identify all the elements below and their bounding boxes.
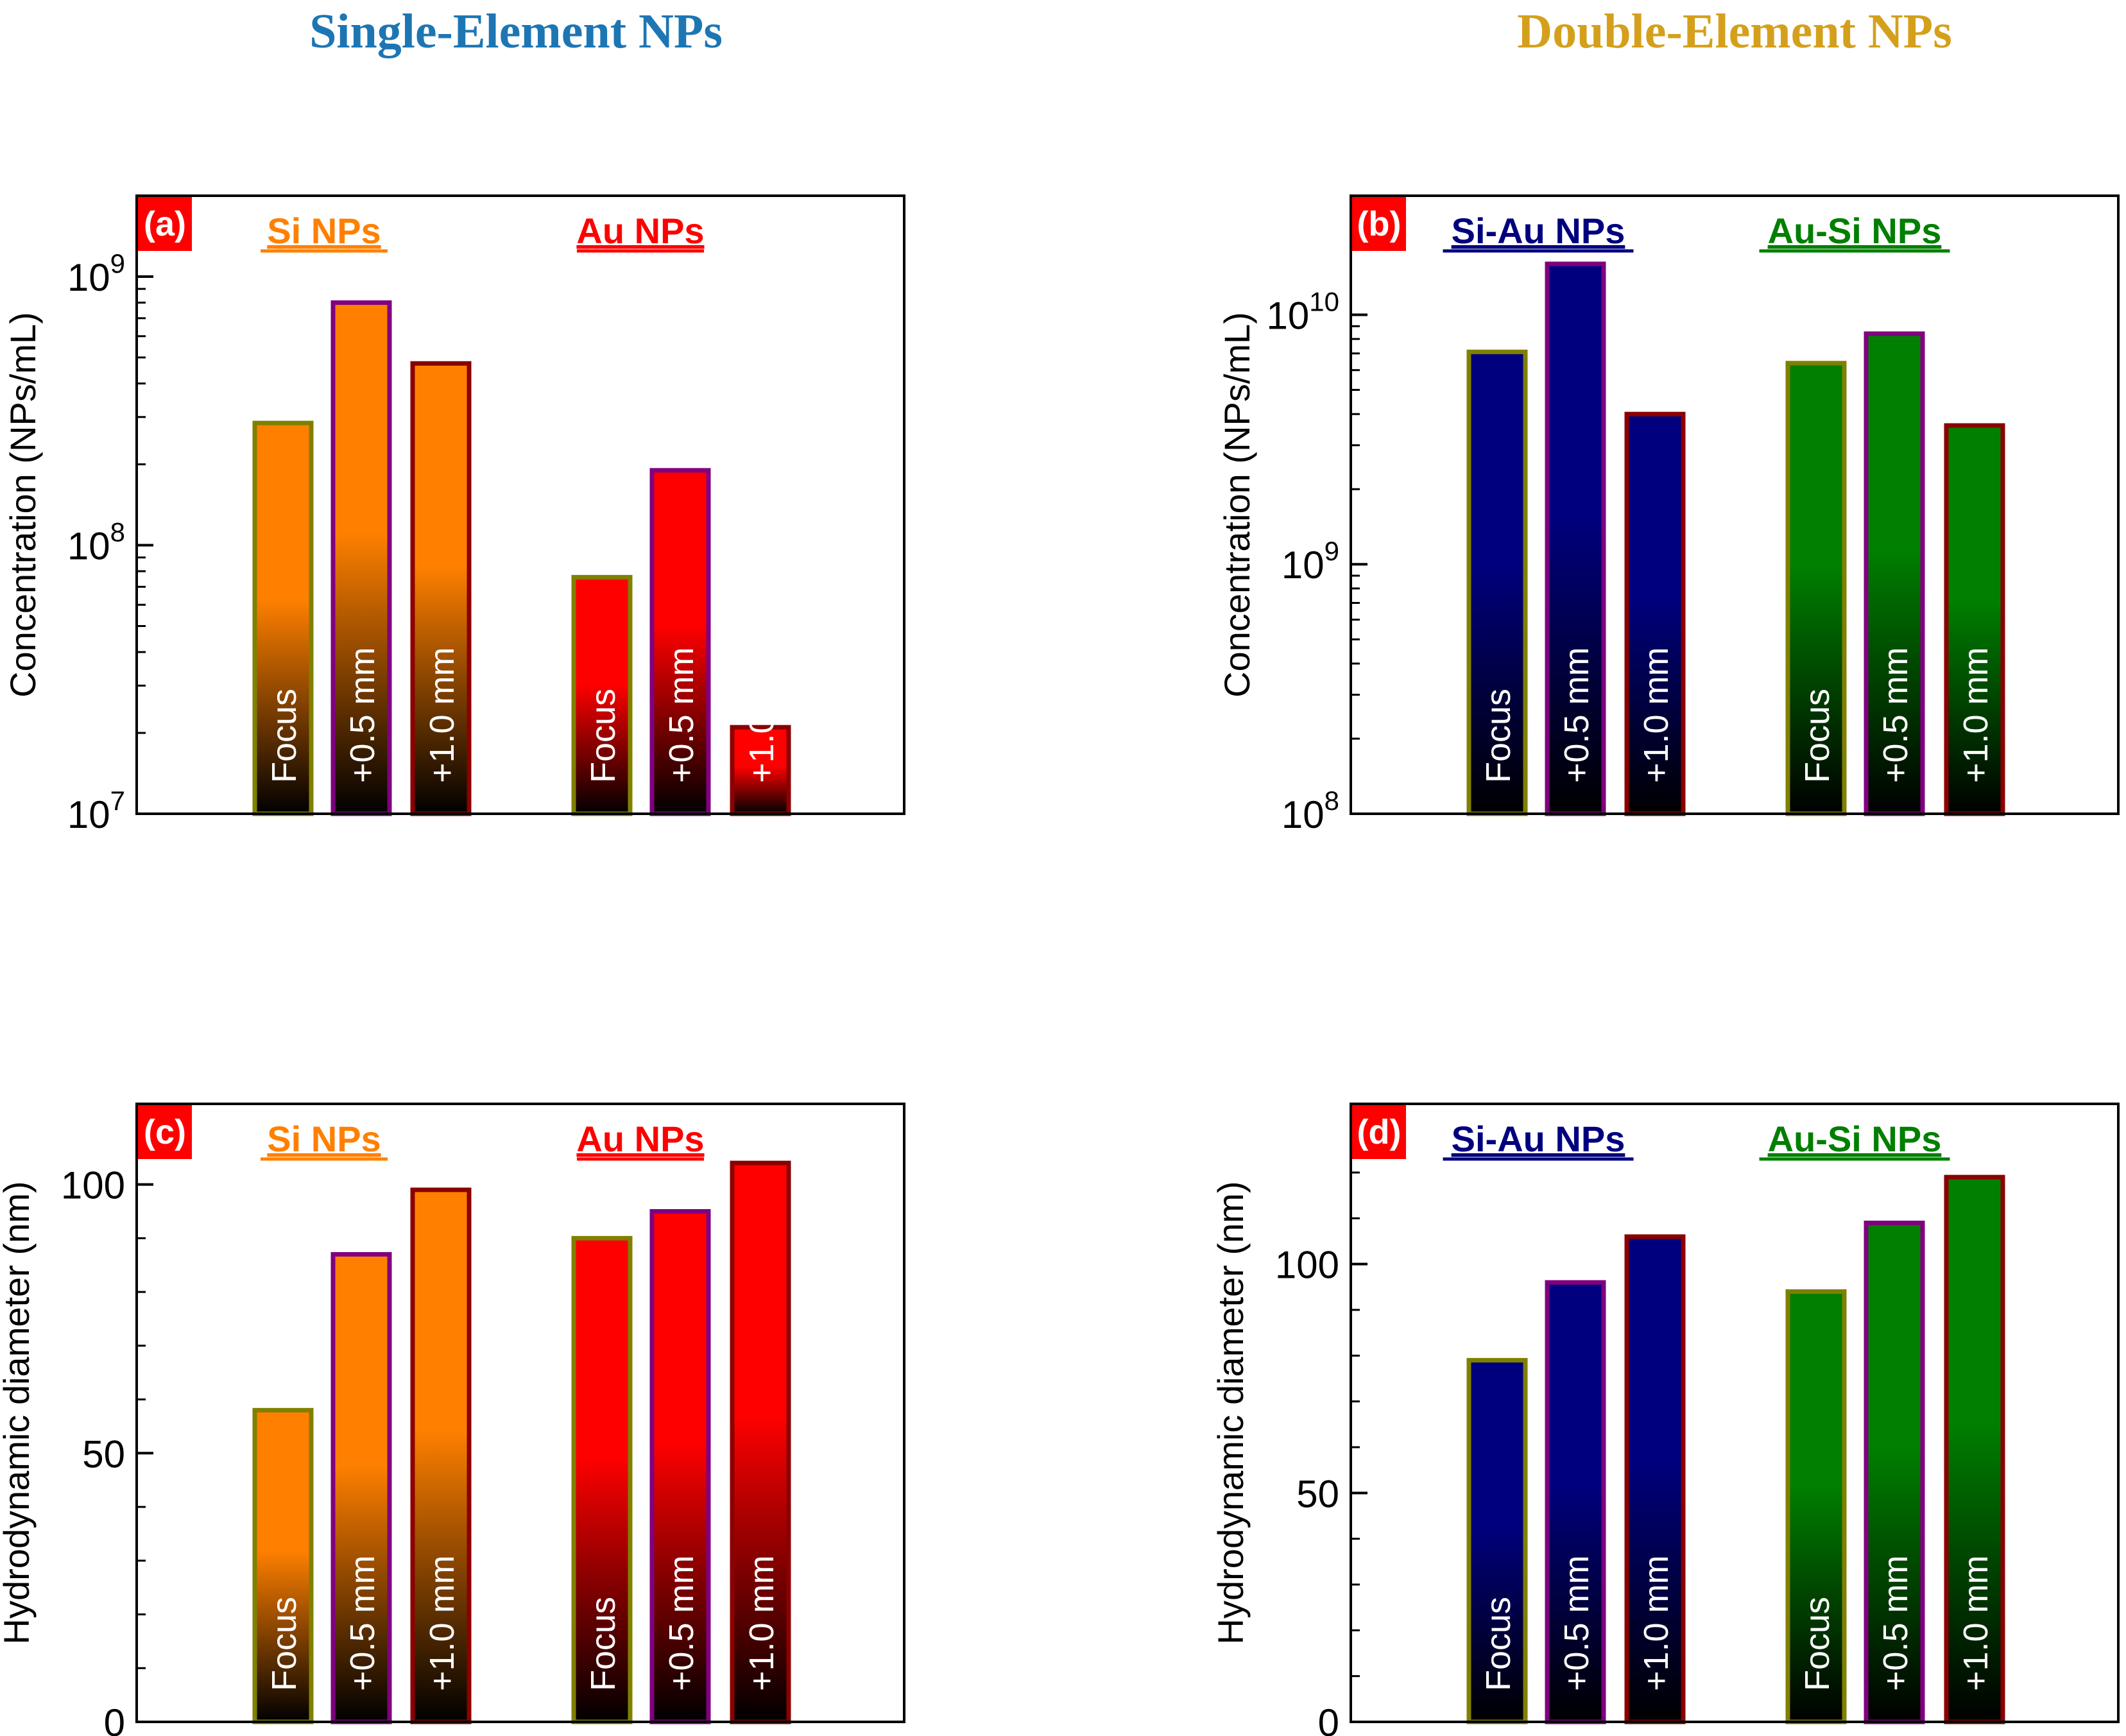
bar-au-nps-focus xyxy=(571,1235,633,1724)
bar-category-label: Focus xyxy=(1798,689,1837,783)
group-label-au-nps: Au NPs xyxy=(576,1119,704,1159)
y-tick-label: 109 xyxy=(1282,536,1339,587)
y-tick-label: 50 xyxy=(82,1432,125,1475)
group-label-si-nps: Si NPs xyxy=(267,1119,381,1159)
panel-label-badge xyxy=(1352,1105,1406,1159)
group-label-si-au-nps: Si-Au NPs xyxy=(1452,1119,1625,1159)
bar-si-nps-1-0-mm xyxy=(410,1187,472,1724)
panel-label-badge xyxy=(138,1105,192,1159)
group-label-au-si-nps: Au-Si NPs xyxy=(1768,211,1942,251)
bar-si-au-nps-1-0-mm xyxy=(1624,1234,1686,1724)
panel-label-badge xyxy=(138,197,192,251)
bar-au-si-nps-focus xyxy=(1785,1289,1847,1724)
bar-category-label: +0.5 mm xyxy=(1557,647,1596,783)
bar-si-au-nps-1-0-mm xyxy=(1624,411,1686,816)
bar-category-label: Focus xyxy=(265,1597,304,1691)
y-tick-label: 107 xyxy=(67,786,125,836)
panel-label-badge xyxy=(1352,197,1406,251)
column-title-double: Double-Element NPs xyxy=(1517,4,1952,58)
group-label-au-si-nps: Au-Si NPs xyxy=(1768,1119,1942,1159)
y-tick-label: 50 xyxy=(1296,1472,1339,1515)
column-title-single: Single-Element NPs xyxy=(309,4,723,58)
panel-label: (a) xyxy=(144,205,186,243)
bar-category-label: +0.5 mm xyxy=(662,647,701,783)
bar-category-label: +1.0 mm xyxy=(423,647,461,783)
bar-si-nps-focus xyxy=(252,420,314,816)
bar-category-label: +1.0 mm xyxy=(1957,1555,1995,1691)
y-tick-label: 0 xyxy=(1318,1701,1339,1736)
bar-au-nps-1-0-mm xyxy=(730,1160,791,1724)
y-axis-label: Hydrodynamic diameter (nm) xyxy=(1210,1182,1251,1645)
bar-au-nps-0-5-mm xyxy=(649,468,711,816)
bar-category-label: Focus xyxy=(584,689,622,783)
panel-c: 0 50 100 Hydrodynamic diameter (nm) Focus +0.… xyxy=(0,1103,905,1736)
bar-si-nps-1-0-mm xyxy=(410,361,472,816)
bar-si-au-nps-0-5-mm xyxy=(1545,261,1606,816)
panel-d: 0 50 100 Hydrodynamic diameter (nm) Focus +0.… xyxy=(1210,1103,2120,1736)
bar-category-label: +1.0 mm xyxy=(1957,647,1995,783)
bar-au-nps-0-5-mm xyxy=(649,1208,711,1724)
bar-category-label: +1.0 mm xyxy=(742,647,781,783)
group-label-au-nps: Au NPs xyxy=(576,211,704,251)
bar-category-label: +1.0 mm xyxy=(1637,647,1676,783)
bar-category-label: +0.5 mm xyxy=(662,1555,701,1691)
y-axis-label: Concentration (NPs/mL) xyxy=(1217,312,1257,698)
panel-label: (c) xyxy=(144,1113,186,1151)
bar-au-si-nps-1-0-mm xyxy=(1944,423,2005,816)
bar-category-label: +1.0 mm xyxy=(1637,1555,1676,1691)
bar-category-label: Focus xyxy=(1479,1597,1518,1691)
bar-au-si-nps-1-0-mm xyxy=(1944,1174,2005,1724)
bar-category-label: +0.5 mm xyxy=(1557,1555,1596,1691)
y-tick-label: 100 xyxy=(61,1164,125,1207)
y-tick-label: 108 xyxy=(1282,786,1339,836)
plot-frame xyxy=(1350,1103,2120,1723)
bar-category-label: Focus xyxy=(1479,689,1518,783)
plot-frame xyxy=(135,194,905,815)
bar-category-label: +1.0 mm xyxy=(423,1555,461,1691)
bar-category-label: +0.5 mm xyxy=(1876,1555,1915,1691)
bar-category-label: Focus xyxy=(1798,1597,1837,1691)
bar-au-si-nps-focus xyxy=(1785,361,1847,816)
bar-au-nps-focus xyxy=(571,574,633,816)
y-tick-label: 0 xyxy=(104,1701,125,1736)
bar-category-label: +0.5 mm xyxy=(343,1555,382,1691)
bar-category-label: Focus xyxy=(265,689,304,783)
bar-si-au-nps-focus xyxy=(1466,1357,1528,1724)
y-axis-label: Hydrodynamic diameter (nm) xyxy=(0,1182,37,1645)
y-tick-label: 100 xyxy=(1275,1244,1339,1287)
bar-category-label: Focus xyxy=(584,1597,622,1691)
bar-category-label: +1.0 mm xyxy=(742,1555,781,1691)
bar-si-nps-0-5-mm xyxy=(330,1251,392,1724)
panel-label: (d) xyxy=(1357,1113,1402,1151)
bar-category-label: +0.5 mm xyxy=(343,647,382,783)
group-label-si-nps: Si NPs xyxy=(267,211,381,251)
y-tick-label: 108 xyxy=(67,517,125,567)
y-axis-label: Concentration (NPs/mL) xyxy=(3,312,43,698)
plot-frame xyxy=(135,1103,905,1723)
y-tick-label: 1010 xyxy=(1267,286,1339,337)
y-tick-label: 109 xyxy=(67,248,125,299)
group-label-si-au-nps: Si-Au NPs xyxy=(1452,211,1625,251)
panel-label: (b) xyxy=(1357,205,1402,243)
panel-a: 107 108 109 Concentration (NPs/mL) Focus +0.5… xyxy=(3,194,905,836)
plot-frame xyxy=(1350,194,2120,815)
bar-category-label: +0.5 mm xyxy=(1876,647,1915,783)
